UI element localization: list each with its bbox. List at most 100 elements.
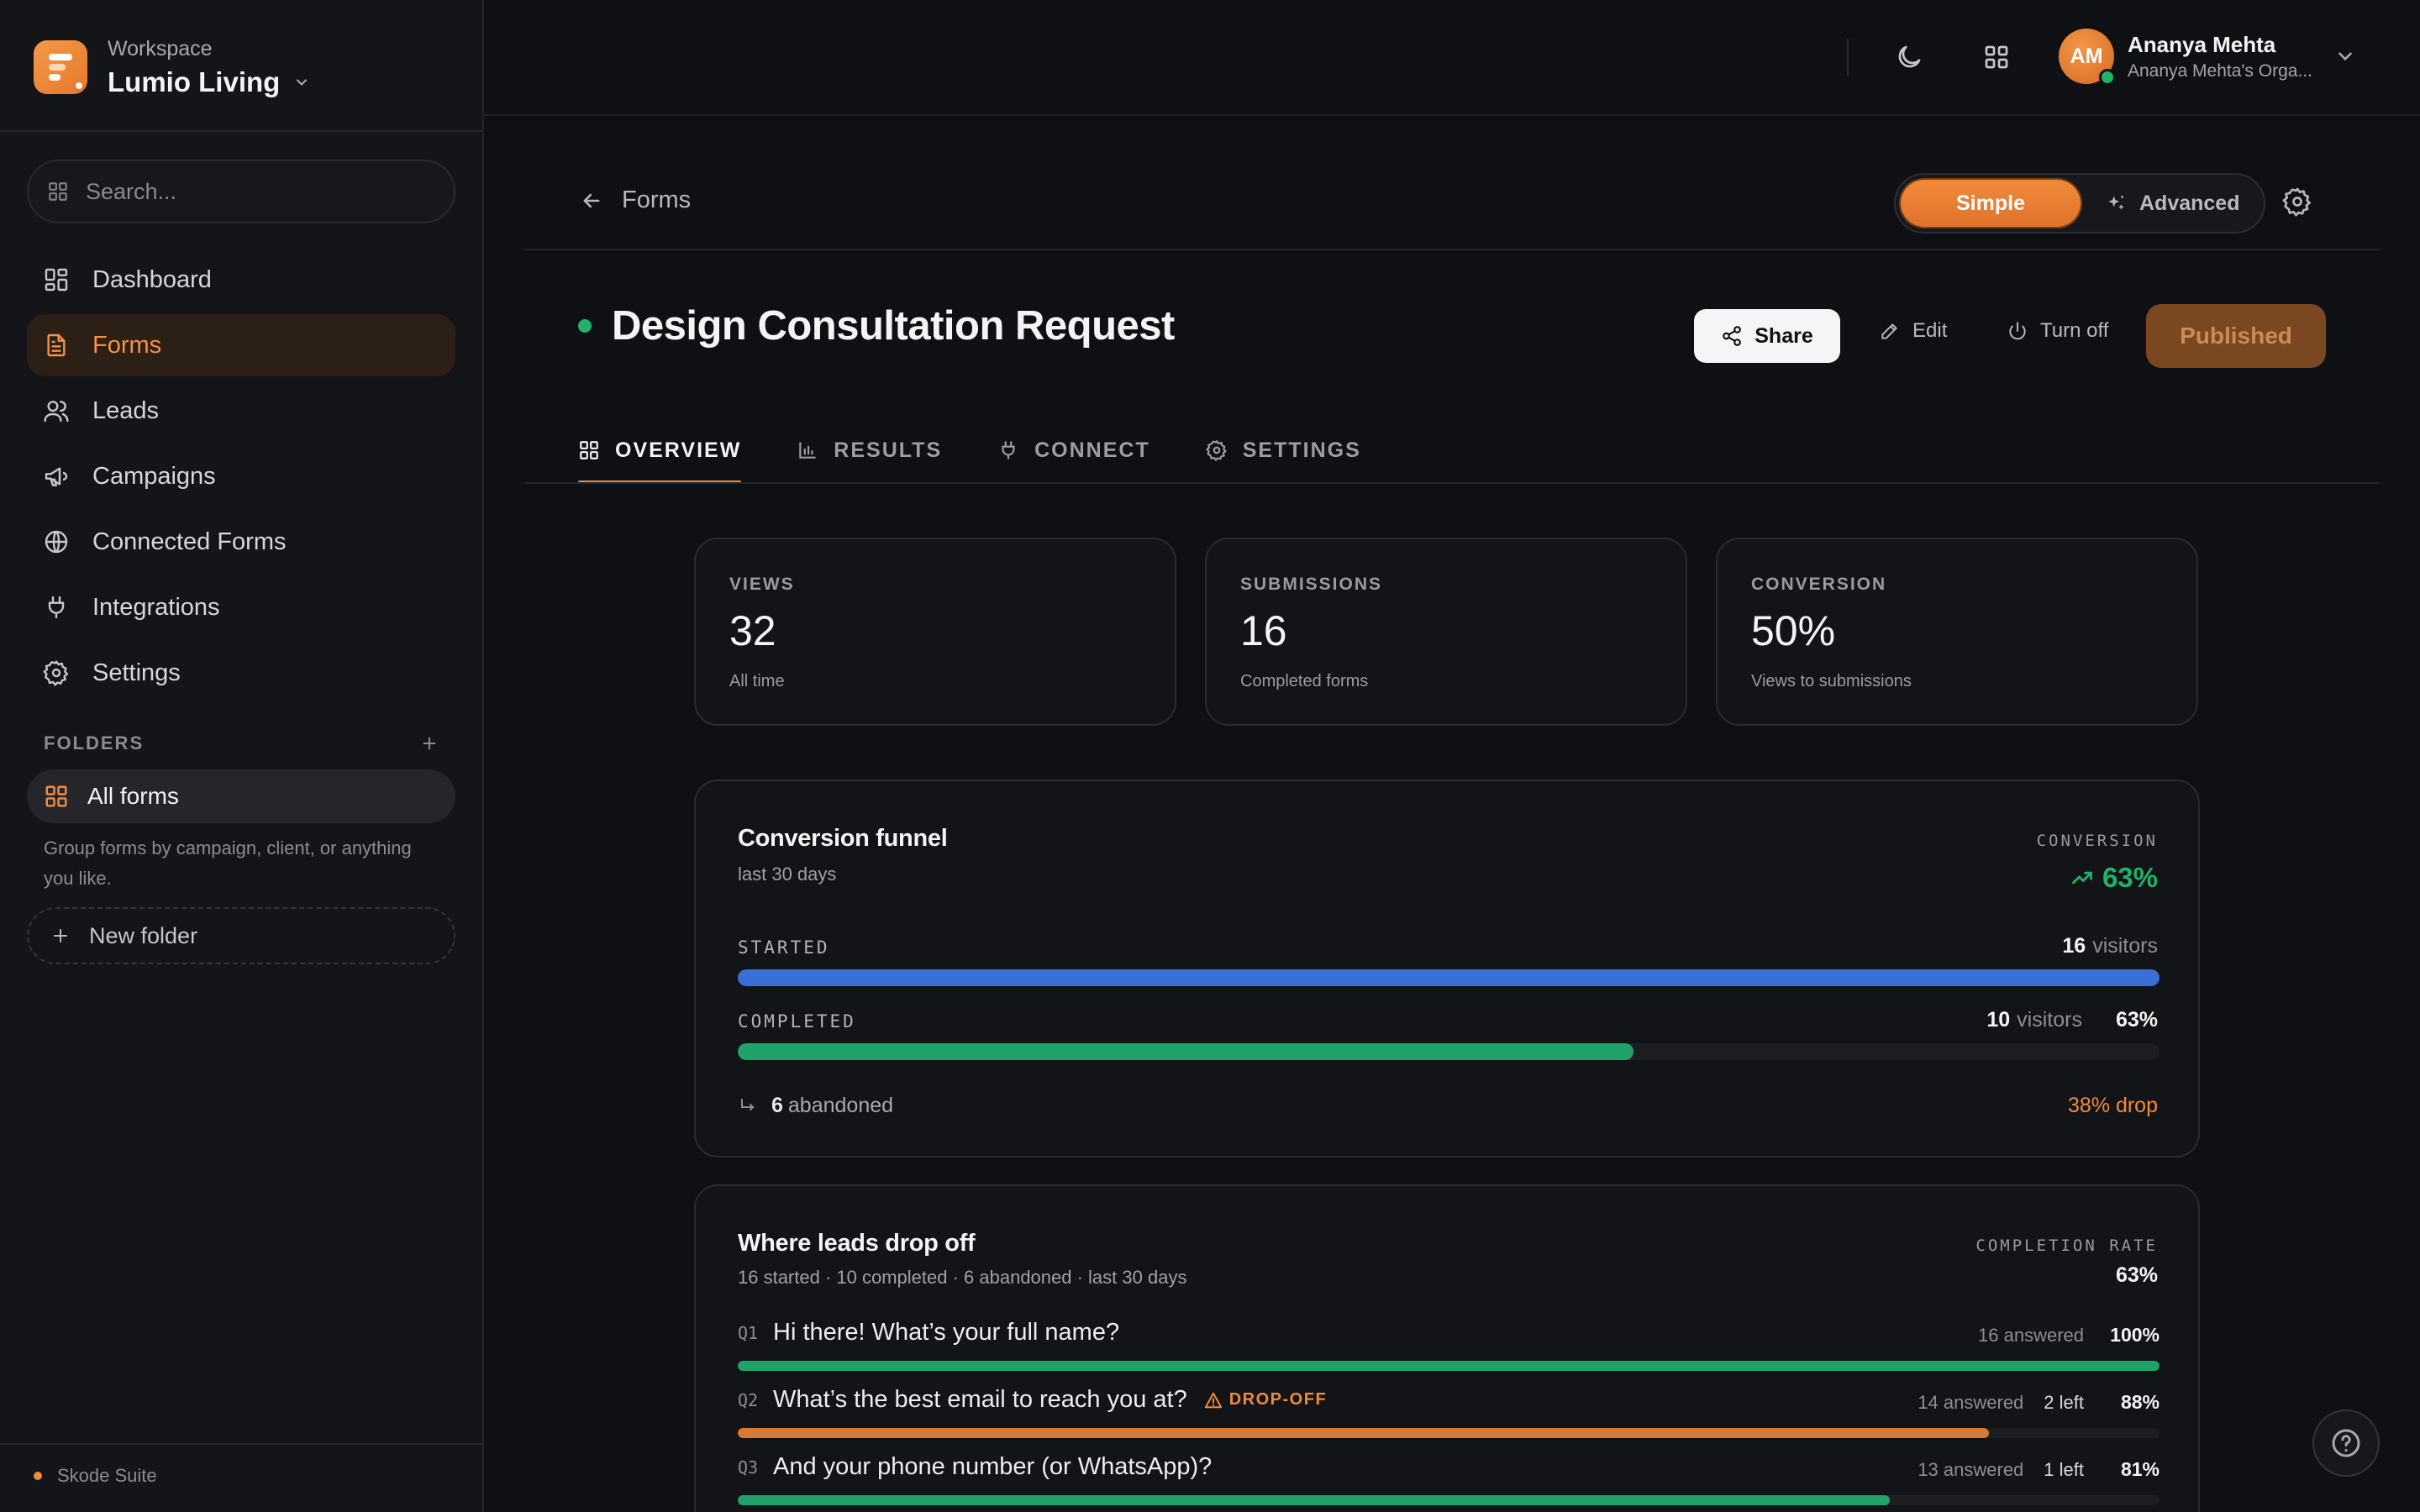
sidebar-item-campaigns[interactable]: Campaigns xyxy=(27,445,455,507)
arrow-left-icon xyxy=(583,193,600,207)
form-tabs: OVERVIEW RESULTS CONNECT SETTINGS xyxy=(578,420,1361,484)
file-text-icon xyxy=(47,333,66,357)
grid-icon xyxy=(580,441,598,459)
dropoff-card: Where leads drop off 16 started · 10 com… xyxy=(694,1184,2200,1512)
question-pct: 100% xyxy=(2110,1324,2160,1346)
edit-button[interactable]: Edit xyxy=(1879,319,1947,343)
status-dot xyxy=(34,1472,42,1480)
plus-icon xyxy=(54,929,67,942)
sidebar-item-label: Settings xyxy=(92,659,181,686)
tab-label: SETTINGS xyxy=(1242,438,1361,462)
sparkle-icon xyxy=(2108,195,2124,210)
help-button[interactable] xyxy=(2312,1410,2380,1477)
new-folder-button[interactable]: New folder xyxy=(27,907,455,964)
plus-icon[interactable] xyxy=(420,734,439,753)
folders-hint: Group forms by campaign, client, or anyt… xyxy=(44,837,412,889)
tab-label: CONNECT xyxy=(1034,438,1150,462)
sidebar-item-dashboard[interactable]: Dashboard xyxy=(27,249,455,311)
folder-all-forms[interactable]: All forms xyxy=(27,769,455,823)
unit: visitors xyxy=(2092,934,2158,958)
tab-overview[interactable]: OVERVIEW xyxy=(578,420,742,484)
tab-results[interactable]: RESULTS xyxy=(797,420,942,480)
user-menu[interactable]: AM Ananya Mehta Ananya Mehta's Orga... xyxy=(2059,29,2312,86)
pencil-icon xyxy=(1881,323,1897,339)
avatar: AM xyxy=(2059,29,2116,86)
moon-icon xyxy=(1898,45,1921,68)
abandoned-label: abandoned xyxy=(787,1094,894,1117)
bar-chart-icon xyxy=(799,442,817,459)
share-icon xyxy=(1723,326,1742,346)
share-button[interactable]: Share xyxy=(1694,309,1840,363)
online-indicator xyxy=(2099,69,2116,86)
mode-advanced-button[interactable]: Advanced xyxy=(2106,180,2239,227)
tab-settings[interactable]: SETTINGS xyxy=(1206,420,1361,480)
plug-icon xyxy=(1002,441,1015,459)
sidebar-item-connected-forms[interactable]: Connected Forms xyxy=(27,511,455,573)
corner-down-right-icon xyxy=(741,1098,755,1110)
stat-card-views: VIEWS 32 All time xyxy=(694,538,1176,726)
question-pct: 81% xyxy=(2120,1458,2160,1480)
suite-name: Skode Suite xyxy=(57,1465,157,1486)
search-input[interactable] xyxy=(86,178,422,205)
abandoned-count: 6 xyxy=(771,1094,783,1117)
completion-rate-label: COMPLETION RATE xyxy=(1975,1236,2158,1255)
warning-icon xyxy=(1204,1392,1222,1408)
question-left: 2 left xyxy=(2044,1392,2084,1413)
mode-simple-button[interactable]: Simple xyxy=(1901,180,2081,227)
apps-button[interactable] xyxy=(1978,39,2015,76)
workspace-switcher[interactable]: Workspace Lumio Living xyxy=(34,25,310,109)
turn-off-button[interactable]: Turn off xyxy=(2007,319,2108,343)
question-pct: 88% xyxy=(2120,1391,2160,1413)
question-row[interactable]: Q1 Hi there! What’s your full name? 16 a… xyxy=(738,1319,2160,1371)
funnel-completed-bar xyxy=(738,1043,1634,1060)
stat-label: SUBMISSIONS xyxy=(1240,575,1383,594)
question-text: What’s the best email to reach you at? xyxy=(773,1386,1187,1413)
question-number: Q1 xyxy=(738,1322,759,1343)
funnel-abandoned: 6 abandoned xyxy=(738,1094,893,1118)
dropoff-badge-label: DROP-OFF xyxy=(1228,1390,1328,1409)
sidebar-item-label: Dashboard xyxy=(92,265,212,293)
sidebar-item-settings[interactable]: Settings xyxy=(27,642,455,704)
turn-off-label: Turn off xyxy=(2040,319,2109,342)
question-row[interactable]: Q2 What’s the best email to reach you at… xyxy=(738,1386,2160,1438)
tab-connect[interactable]: CONNECT xyxy=(997,420,1150,480)
form-settings-gear-icon[interactable] xyxy=(2282,186,2312,217)
question-answered: 13 answered xyxy=(1918,1459,2024,1480)
globe-icon xyxy=(45,530,68,554)
back-to-forms-link[interactable]: Forms xyxy=(580,186,691,214)
chevron-down-icon[interactable] xyxy=(2334,45,2356,67)
dropoff-badge: DROP-OFF xyxy=(1204,1390,1327,1410)
funnel-started-track xyxy=(738,969,2160,986)
question-row[interactable]: Q3 And your phone number (or WhatsApp)? … xyxy=(738,1453,2160,1505)
conversion-pct: 63% xyxy=(2102,862,2158,893)
stat-value: 32 xyxy=(729,607,776,654)
workspace-name: Lumio Living xyxy=(108,66,281,97)
stat-sub: All time xyxy=(729,672,785,690)
avatar-initials: AM xyxy=(2070,44,2103,68)
edit-label: Edit xyxy=(1912,319,1948,342)
question-track xyxy=(738,1495,2160,1505)
question-track xyxy=(738,1361,2160,1371)
chevron-down-icon xyxy=(297,78,308,86)
stat-sub: Views to submissions xyxy=(1751,672,1912,690)
sidebar-item-integrations[interactable]: Integrations xyxy=(27,576,455,638)
theme-toggle-button[interactable] xyxy=(1891,39,1928,76)
users-icon xyxy=(44,401,69,423)
funnel-started-label: STARTED xyxy=(738,937,830,958)
share-label: Share xyxy=(1754,323,1813,348)
published-button[interactable]: Published xyxy=(2146,304,2326,368)
search-box[interactable] xyxy=(27,160,455,223)
question-track xyxy=(738,1428,2160,1438)
grid-icon xyxy=(49,182,67,201)
grid-icon xyxy=(45,785,67,807)
funnel-completed-count: 10 visitors 63% xyxy=(1986,1008,2158,1032)
funnel-title: Conversion funnel xyxy=(738,825,948,852)
stat-value: 50% xyxy=(1751,607,1836,654)
sidebar-item-leads[interactable]: Leads xyxy=(27,380,455,442)
question-bar xyxy=(738,1495,1890,1505)
funnel-period: last 30 days xyxy=(738,864,837,885)
conversion-funnel-card: Conversion funnel last 30 days CONVERSIO… xyxy=(694,780,2200,1158)
question-text: Hi there! What’s your full name? xyxy=(773,1319,1120,1346)
stat-sub: Completed forms xyxy=(1240,672,1369,690)
sidebar-item-forms[interactable]: Forms xyxy=(27,314,455,376)
